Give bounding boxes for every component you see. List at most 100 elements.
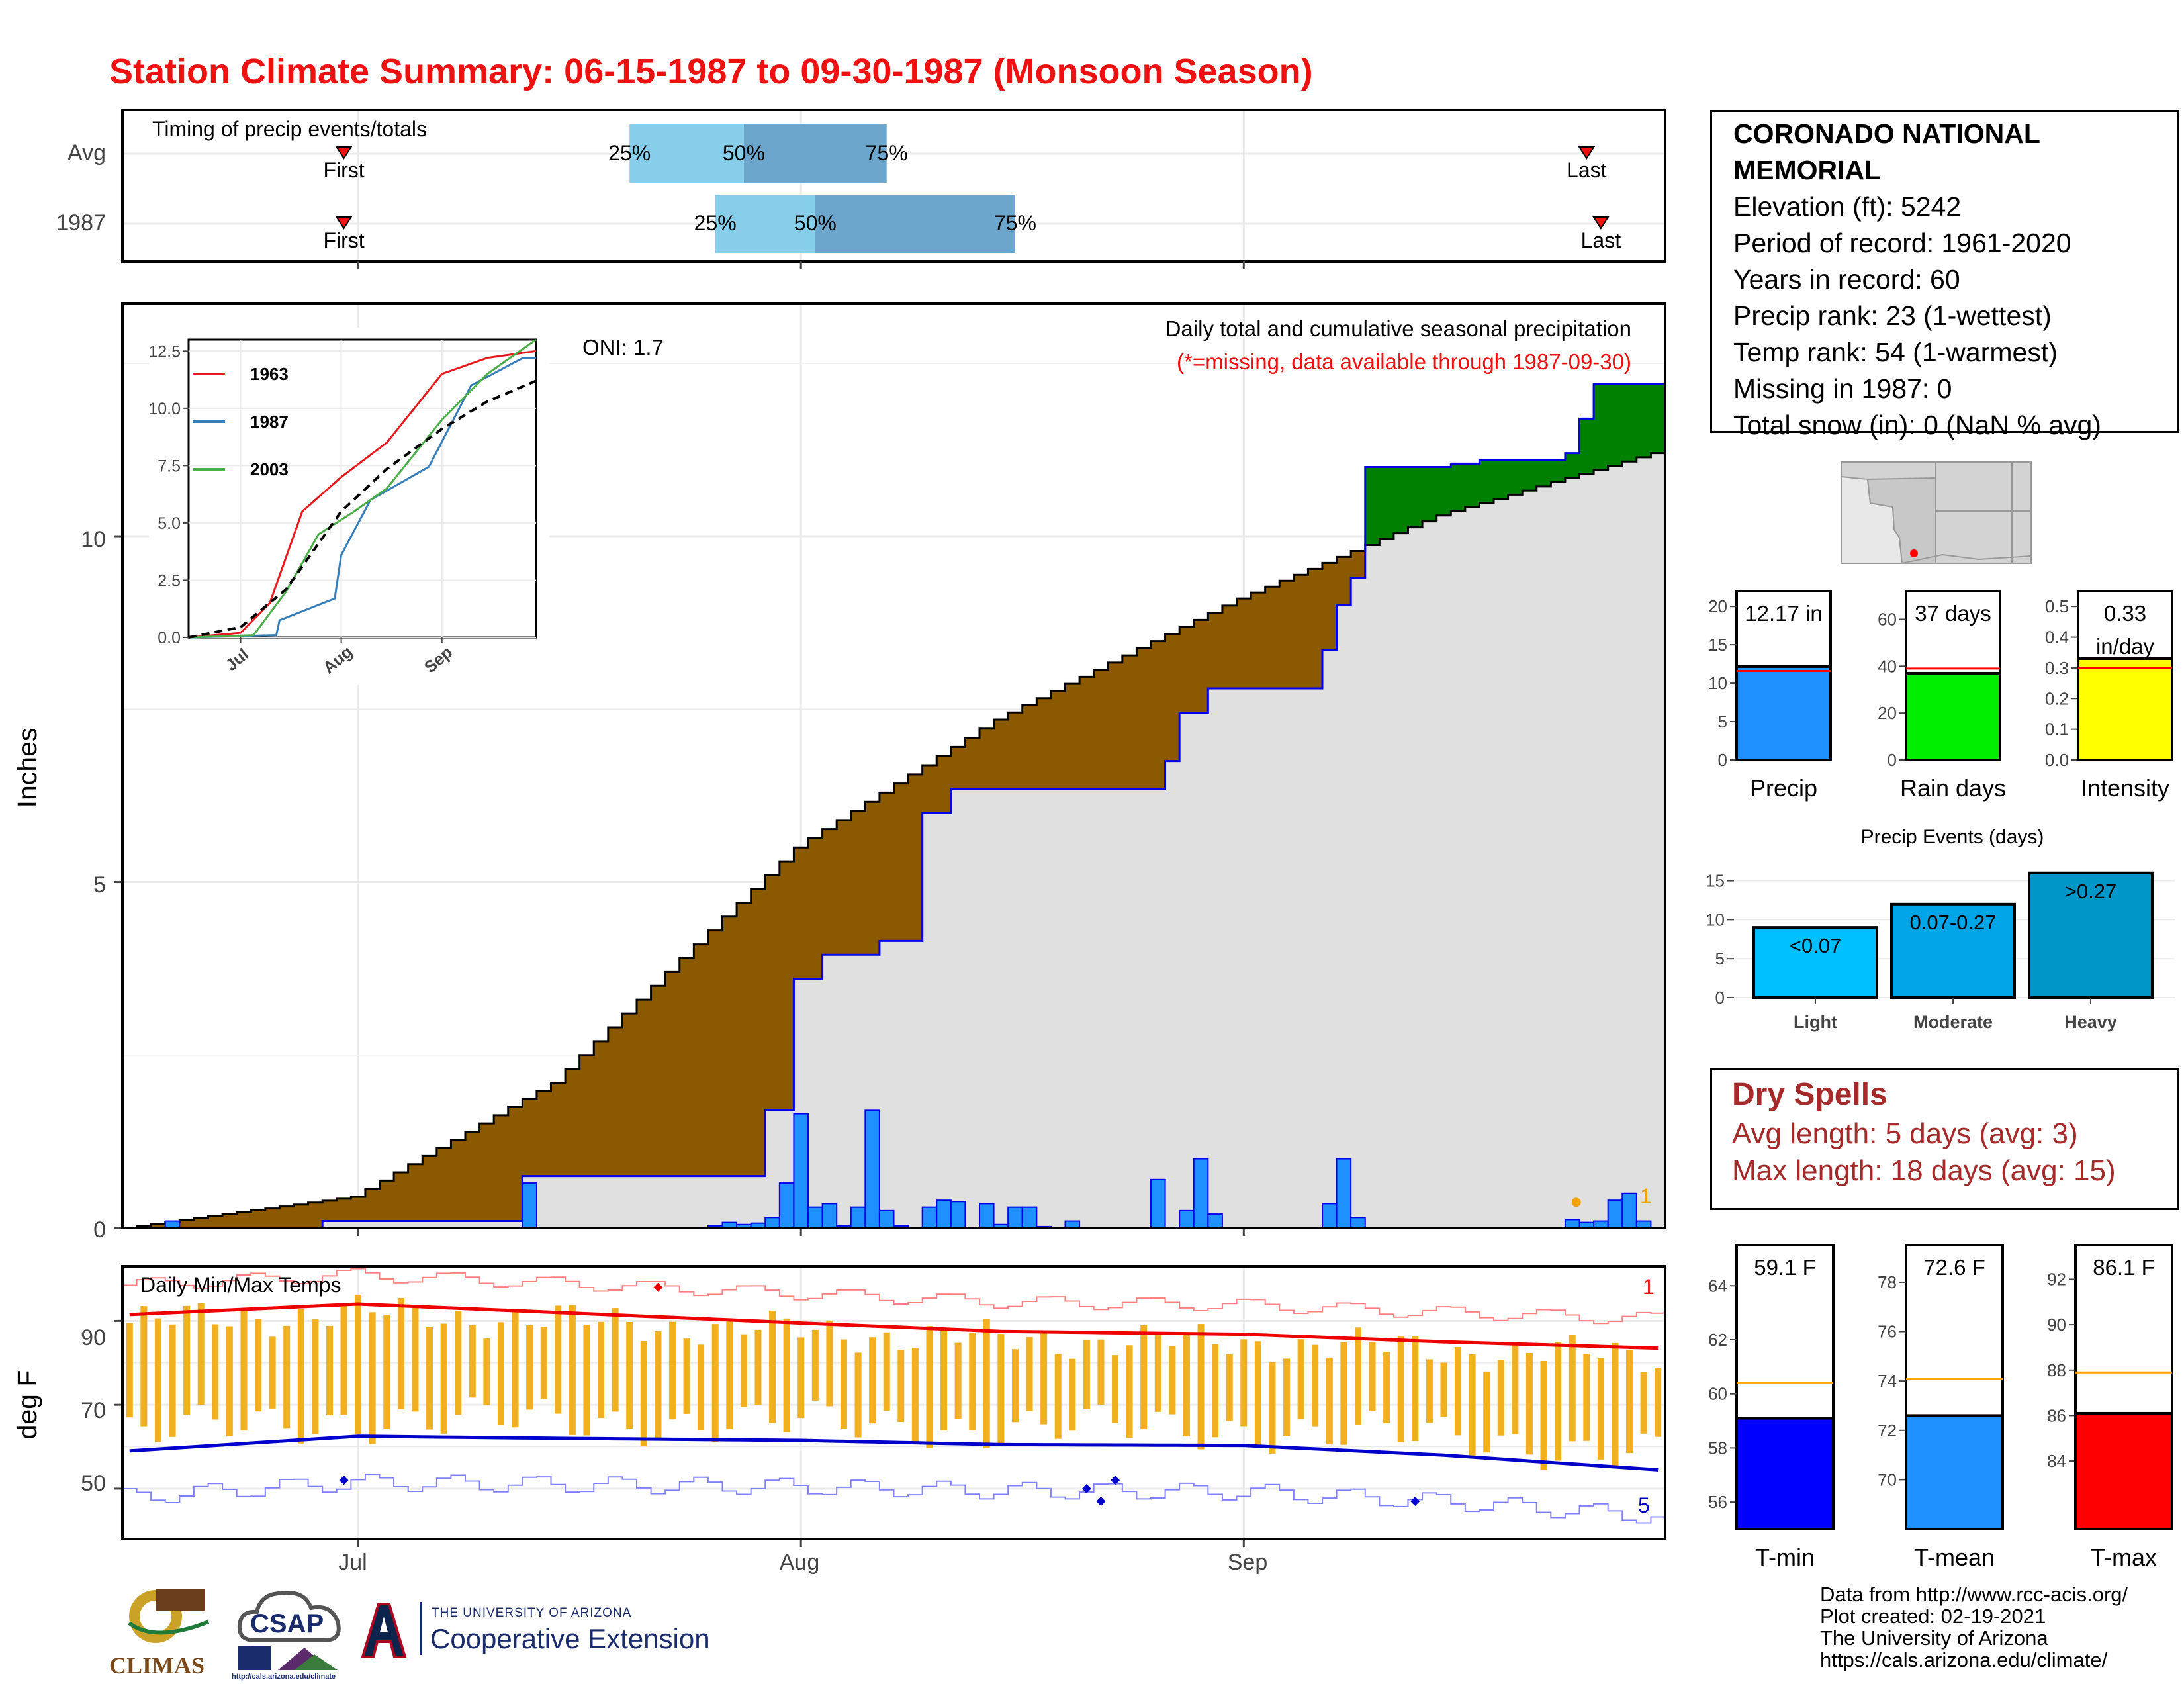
- deficit-fill: [279, 1206, 295, 1228]
- avg-max-line: [129, 1302, 1659, 1350]
- summary-precip-value-label: 12.17 in: [1745, 601, 1822, 626]
- daily-temp-bar: [854, 1352, 862, 1438]
- cumulative-base-fill: [365, 1221, 381, 1228]
- deficit-fill: [351, 1196, 366, 1221]
- summary-precip-tick-label: 0: [1718, 750, 1727, 770]
- summary-rain-days-tick-label: 60: [1878, 610, 1897, 630]
- summary-precip-value-bar: [1735, 665, 1832, 762]
- daily-precip-bar: [1336, 1158, 1352, 1229]
- deficit-fill: [1093, 669, 1109, 789]
- cumulative-base-fill: [879, 941, 895, 1228]
- deficit-fill: [1179, 627, 1195, 713]
- station-years: Years in record: 60: [1733, 264, 1960, 295]
- summary-t-max-tick-label: 88: [2047, 1360, 2066, 1380]
- station-missing: Missing in 1987: 0: [1733, 373, 1952, 404]
- daily-precip-bar: [764, 1217, 780, 1229]
- daily-temp-bar: [683, 1338, 690, 1414]
- temp-summary-bars: 56 58 60 62 64 59.1 F T-min 70 72 74 76 78 72.6 F T-m…: [1708, 1244, 2173, 1571]
- summary-t-min-tick-label: 58: [1708, 1438, 1727, 1458]
- timing-first-label: First: [323, 228, 364, 252]
- daily-temp-bar: [1011, 1349, 1019, 1423]
- summary-t-mean-category-label: T-mean: [1914, 1544, 1995, 1571]
- daily-temp-bar: [826, 1320, 833, 1407]
- cumulative-base-fill: [422, 1221, 437, 1228]
- daily-precip-bar: [1021, 1206, 1038, 1229]
- precip-panel-title: Daily total and cumulative seasonal prec…: [1165, 316, 1631, 341]
- surplus-fill: [1479, 460, 1494, 503]
- daily-temp-bar: [1097, 1339, 1105, 1405]
- deficit-fill: [837, 820, 852, 955]
- inset-y-tick-label: 10.0: [148, 400, 181, 418]
- deficit-fill: [1036, 698, 1052, 789]
- deficit-fill: [1322, 563, 1338, 651]
- cumulative-base-fill: [1608, 465, 1623, 1228]
- summary-precip-category-label: Precip: [1750, 774, 1817, 802]
- cumulative-base-fill: [1122, 788, 1138, 1228]
- station-name-line1: CORONADO NATIONAL: [1733, 118, 2040, 149]
- daily-temp-bar: [140, 1306, 148, 1427]
- daily-temp-bar: [698, 1344, 705, 1430]
- summary-intensity-tick-label: 0.5: [2045, 596, 2069, 616]
- timing-row-1987-label: 1987: [56, 211, 106, 236]
- timing-last-label: Last: [1581, 228, 1621, 252]
- cumulative-base-fill: [1108, 788, 1123, 1228]
- csap-url-text: http://cals.arizona.edu/climate: [232, 1673, 336, 1681]
- deficit-fill: [522, 1099, 537, 1176]
- cloud-icon: [237, 1591, 341, 1642]
- missing-count-label: 1: [1640, 1184, 1652, 1208]
- timing-p75-label: 75%: [994, 211, 1036, 235]
- daily-temp-bar: [240, 1310, 248, 1431]
- daily-temp-bar: [1069, 1358, 1076, 1431]
- cumulative-base-fill: [965, 788, 980, 1228]
- surplus-fill: [1408, 467, 1423, 528]
- daily-temp-bar: [369, 1312, 376, 1444]
- deficit-fill: [565, 1068, 580, 1176]
- record-min-marker: [1096, 1496, 1106, 1506]
- cumulative-base-fill: [1479, 502, 1494, 1228]
- deficit-fill: [1293, 575, 1309, 688]
- surplus-fill: [1451, 463, 1466, 512]
- max-missing-label: 1: [1643, 1275, 1655, 1299]
- timing-p75-label: 75%: [866, 141, 908, 165]
- daily-temp-bar: [1240, 1339, 1248, 1427]
- daily-temp-bar: [769, 1310, 776, 1423]
- summary-precip-tick-label: 20: [1708, 596, 1727, 616]
- summary-t-min-category-label: T-min: [1755, 1544, 1815, 1571]
- daily-precip-bar: [921, 1206, 938, 1229]
- surplus-fill: [1365, 467, 1380, 545]
- xtick-jul: Jul: [338, 1550, 367, 1575]
- daily-temp-bar: [640, 1340, 647, 1447]
- daily-temp-bar: [754, 1329, 762, 1405]
- summary-rain-days-value-label: 37 days: [1915, 601, 1991, 626]
- events-bar-category-label: Moderate: [1913, 1012, 1993, 1032]
- surplus-fill: [1565, 453, 1580, 479]
- deficit-fill: [965, 737, 980, 789]
- deficit-fill: [1122, 655, 1138, 789]
- deficit-fill: [751, 888, 766, 1176]
- cumulative-base-fill: [837, 955, 852, 1228]
- cumulative-base-fill: [394, 1221, 409, 1228]
- daily-temp-bar: [1626, 1350, 1633, 1454]
- daily-temp-bar: [1440, 1362, 1447, 1417]
- surplus-fill: [1465, 463, 1480, 508]
- climas-logo-text: CLIMAS: [109, 1652, 205, 1679]
- cumulative-base-fill: [351, 1221, 366, 1228]
- deficit-fill: [1336, 557, 1351, 606]
- daily-temp-bar: [154, 1318, 161, 1442]
- avg-cumulative-line: [122, 452, 1665, 1229]
- timing-last-marker: [1592, 216, 1610, 230]
- daily-temp-bar: [626, 1321, 633, 1429]
- deficit-fill: [436, 1148, 452, 1221]
- deficit-fill: [1251, 592, 1266, 688]
- deficit-fill: [1351, 551, 1366, 578]
- summary-t-mean-value-bar: [1905, 1414, 2004, 1530]
- inset-y-tick-label: 12.5: [148, 342, 181, 361]
- cumulative-base-fill: [1022, 788, 1037, 1228]
- cumulative-base-fill: [765, 1110, 780, 1228]
- daily-temp-bar: [355, 1294, 362, 1434]
- daily-temp-bar: [1183, 1332, 1190, 1437]
- station-snow: Total snow (in): 0 (NaN % avg): [1733, 410, 2101, 440]
- cumulative-base-fill: [737, 1176, 752, 1228]
- summary-intensity-tick-label: 0.0: [2045, 750, 2069, 770]
- daily-temp-bar: [1569, 1335, 1576, 1442]
